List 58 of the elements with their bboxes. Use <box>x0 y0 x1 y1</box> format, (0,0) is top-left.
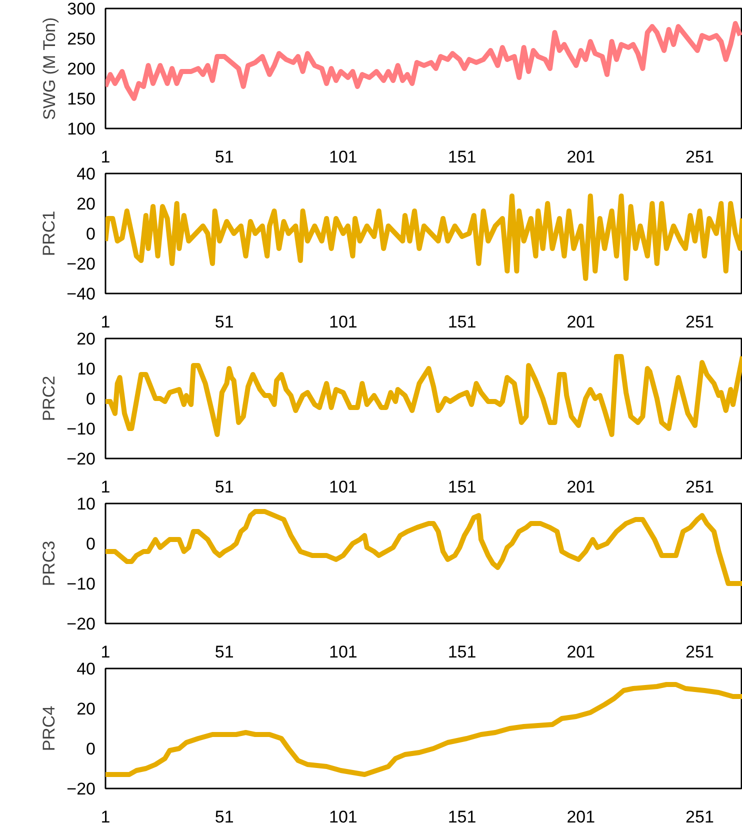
x-tick-label: 51 <box>214 808 234 826</box>
x-tick-label: 201 <box>566 642 596 662</box>
x-tick-label: 251 <box>686 642 714 662</box>
x-tick-label: 1 <box>100 312 110 332</box>
y-tick-label: −40 <box>66 284 96 304</box>
x-tick-label: 51 <box>214 478 234 496</box>
x-tick-label: 251 <box>686 808 714 826</box>
x-tick-label: 251 <box>686 148 714 166</box>
y-tick-label: 10 <box>76 494 96 514</box>
y-axis-title: PRC1 <box>40 210 59 256</box>
x-tick-label: 151 <box>448 808 476 826</box>
x-tick-label: 101 <box>329 478 358 496</box>
y-axis-title: PRC3 <box>40 540 59 586</box>
y-tick-label: 0 <box>86 224 96 244</box>
y-tick-label: 100 <box>67 120 96 138</box>
y-tick-label: 40 <box>76 660 96 678</box>
x-tick-label: 101 <box>329 808 358 826</box>
x-tick-label: 1 <box>100 478 110 496</box>
y-tick-label: 0 <box>86 534 96 554</box>
y-tick-label: 10 <box>76 360 96 378</box>
y-tick-label: −10 <box>66 420 96 438</box>
x-tick-label: 151 <box>448 642 476 662</box>
y-tick-label: 300 <box>67 0 96 18</box>
y-tick-label: 20 <box>76 194 96 214</box>
y-tick-label: 150 <box>67 90 96 108</box>
x-tick-label: 51 <box>214 148 234 166</box>
x-tick-label: 51 <box>214 642 234 662</box>
x-tick-label: 151 <box>448 312 476 332</box>
y-tick-label: −20 <box>66 254 96 274</box>
y-tick-label: 0 <box>86 740 96 758</box>
x-tick-label: 201 <box>566 808 596 826</box>
x-tick-label: 201 <box>566 478 596 496</box>
y-tick-label: −20 <box>66 450 96 468</box>
x-tick-label: 201 <box>566 312 596 332</box>
y-tick-label: 20 <box>76 330 96 348</box>
x-tick-label: 101 <box>329 312 358 332</box>
x-tick-label: 251 <box>686 312 714 332</box>
y-tick-label: −10 <box>66 574 96 594</box>
x-tick-label: 151 <box>448 478 476 496</box>
x-tick-label: 1 <box>100 642 110 662</box>
x-tick-label: 151 <box>448 148 476 166</box>
y-tick-label: 0 <box>86 390 96 408</box>
y-axis-title: PRC4 <box>40 706 59 752</box>
y-tick-label: 40 <box>76 164 96 184</box>
y-tick-label: 200 <box>67 60 96 78</box>
y-axis-title: PRC2 <box>40 376 59 422</box>
y-tick-label: 250 <box>67 30 96 48</box>
x-tick-label: 201 <box>566 148 596 166</box>
y-tick-label: 20 <box>76 700 96 718</box>
y-axis-title: SWG (M Ton) <box>40 17 60 120</box>
x-tick-label: 1 <box>100 808 110 826</box>
y-tick-label: −20 <box>66 614 96 634</box>
x-tick-label: 101 <box>329 148 358 166</box>
x-tick-label: 51 <box>214 312 234 332</box>
x-tick-label: 1 <box>100 148 110 166</box>
x-tick-label: 251 <box>686 478 714 496</box>
y-tick-label: −20 <box>66 780 96 798</box>
x-tick-label: 101 <box>329 642 358 662</box>
